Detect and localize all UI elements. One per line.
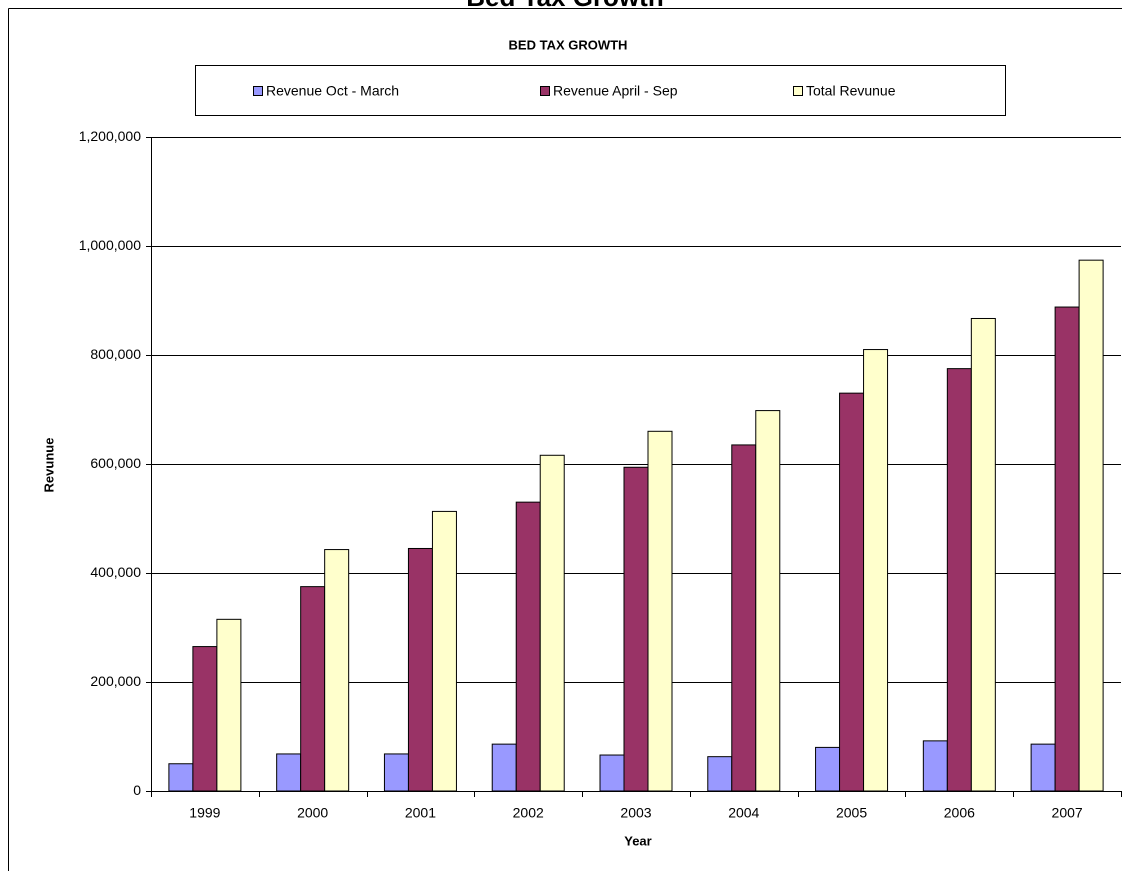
bar [946, 368, 972, 792]
x-tick-label: 2001 [405, 805, 436, 821]
y-tick-label: 200,000 [90, 673, 141, 689]
legend-label: Total Revunue [806, 83, 896, 99]
legend-swatch [253, 86, 263, 96]
bar [216, 618, 242, 792]
y-tick-label: 400,000 [90, 564, 141, 580]
chart-title: BED TAX GROWTH [509, 37, 628, 52]
y-tick-label: 600,000 [90, 455, 141, 471]
bar [1054, 306, 1080, 792]
x-tick-label: 2000 [297, 805, 328, 821]
y-tick-label: 1,000,000 [79, 237, 141, 253]
x-tick-label: 2002 [513, 805, 544, 821]
x-tick-label: 2004 [728, 805, 759, 821]
bar [623, 466, 649, 792]
bar [599, 754, 625, 792]
bar [168, 763, 194, 792]
legend-swatch [540, 86, 550, 96]
x-tick-label: 1999 [189, 805, 220, 821]
bar [1030, 743, 1056, 792]
bar [755, 410, 781, 792]
bar [491, 743, 517, 792]
bar [815, 746, 841, 792]
legend-label: Revenue Oct - March [266, 83, 399, 99]
bar [192, 646, 218, 792]
bar [300, 586, 326, 792]
y-axis-label: Revunue [41, 438, 56, 493]
x-axis-label: Year [624, 833, 651, 848]
bar [922, 740, 948, 792]
bar [407, 547, 433, 792]
bar [431, 510, 457, 792]
x-tick-label: 2006 [944, 805, 975, 821]
x-tick-label: 2007 [1052, 805, 1083, 821]
y-tick-label: 1,200,000 [79, 128, 141, 144]
y-tick-label: 800,000 [90, 346, 141, 362]
bar [324, 549, 350, 792]
bar [515, 501, 541, 792]
bar [707, 756, 733, 792]
bar [863, 349, 889, 792]
page-title: Bed Tax Growth [466, 0, 663, 12]
bar [647, 430, 673, 792]
bar [276, 753, 302, 792]
bar [1078, 259, 1104, 792]
legend-swatch [793, 86, 803, 96]
bar [731, 444, 757, 792]
y-tick-label: 0 [133, 782, 141, 798]
bar [383, 753, 409, 792]
x-tick-label: 2005 [836, 805, 867, 821]
bar [539, 454, 565, 792]
legend-label: Revenue April - Sep [553, 83, 678, 99]
legend [195, 65, 1006, 116]
bar [839, 392, 865, 792]
x-tick-label: 2003 [620, 805, 651, 821]
bar [970, 317, 996, 792]
